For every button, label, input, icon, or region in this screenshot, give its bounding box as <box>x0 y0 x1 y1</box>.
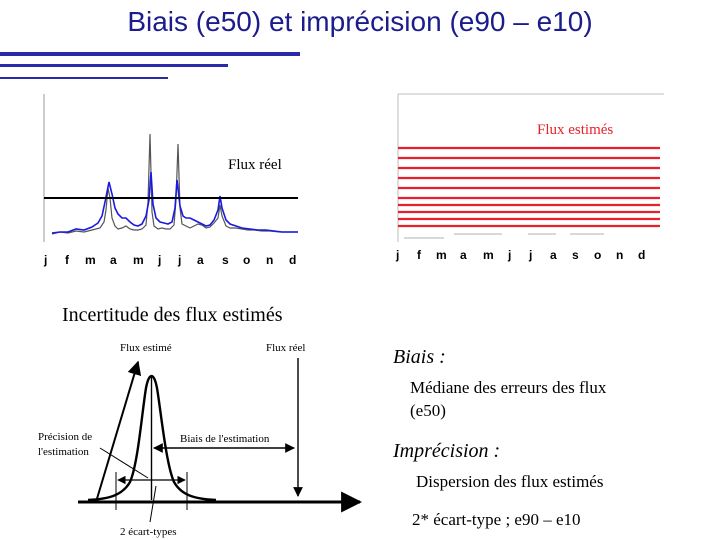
month-label: d <box>289 253 296 267</box>
uncertainty-diagram: Flux estimé Flux réel Biais de l'estimat… <box>38 342 363 538</box>
month-label: j <box>177 253 181 267</box>
estimated-flux-chart: j f m a m j j a s o n d <box>395 93 664 262</box>
bias-label: Biais de l'estimation <box>180 433 270 445</box>
precision-label-line2: l'estimation <box>38 446 89 458</box>
faint-residual-marks <box>404 233 604 239</box>
std-pointer <box>149 485 157 523</box>
month-label: m <box>133 253 144 267</box>
slide-title: Biais (e50) et imprécision (e90 – e10) <box>127 6 593 37</box>
real-flux-chart: j f m a m j j a s o n d <box>43 94 298 267</box>
month-label: f <box>65 253 70 267</box>
real-flux-label: Flux réel <box>226 157 284 174</box>
imprecision-definition-line2: 2* écart-type ; e90 – e10 <box>412 510 581 529</box>
month-label: n <box>266 253 273 267</box>
imprecision-definition-line1: Dispersion des flux estimés <box>416 472 604 491</box>
month-label: n <box>616 248 623 262</box>
flux-reel-label: Flux réel <box>266 342 305 354</box>
month-label: a <box>110 253 117 267</box>
left-month-labels: j f m a m j j a s o n d <box>43 253 296 267</box>
std-label: 2 écart-types <box>120 526 177 538</box>
month-label: s <box>572 248 579 262</box>
month-label: a <box>460 248 467 262</box>
biais-definition-line2: (e50) <box>410 401 446 420</box>
real-flux-blue-series <box>51 171 298 234</box>
month-label: m <box>85 253 96 267</box>
month-label: j <box>43 253 47 267</box>
right-month-labels: j f m a m j j a s o n d <box>395 248 645 262</box>
month-label: j <box>528 248 532 262</box>
uncertainty-heading: Incertitude des flux estimés <box>62 304 283 326</box>
precision-label-line1: Précision de <box>38 431 92 443</box>
month-label: j <box>395 248 399 262</box>
month-label: m <box>436 248 447 262</box>
estimated-flux-label: Flux estimés <box>535 122 616 139</box>
estimated-flux-lines <box>398 146 660 228</box>
month-label: m <box>483 248 494 262</box>
real-flux-gray-series <box>51 133 298 235</box>
flux-estime-label: Flux estimé <box>120 342 172 354</box>
month-label: o <box>594 248 601 262</box>
month-label: j <box>157 253 161 267</box>
month-label: o <box>243 253 250 267</box>
month-label: f <box>417 248 422 262</box>
title-rule-1 <box>0 52 300 56</box>
month-label: a <box>197 253 204 267</box>
precision-pointer <box>99 447 149 479</box>
biais-definition-line1: Médiane des erreurs des flux <box>410 378 607 397</box>
month-label: a <box>550 248 557 262</box>
title-rule-2 <box>0 64 228 67</box>
month-label: d <box>638 248 645 262</box>
month-label: j <box>507 248 511 262</box>
imprecision-title: Imprécision : <box>393 440 501 462</box>
biais-title: Biais : <box>393 346 446 368</box>
vertical-axis <box>95 360 142 503</box>
month-label: s <box>222 253 229 267</box>
title-rule-3 <box>0 77 168 79</box>
